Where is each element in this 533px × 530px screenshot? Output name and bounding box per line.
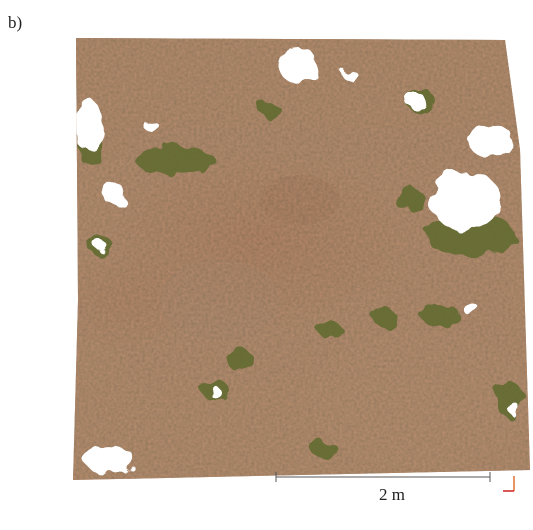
axis-icon	[503, 476, 514, 491]
scale-bar: 2 m	[276, 472, 490, 504]
figure: b)	[0, 0, 533, 530]
page: b)	[0, 0, 533, 530]
panel-label: b)	[8, 13, 22, 32]
point-cloud-image	[60, 30, 533, 490]
scale-label: 2 m	[379, 485, 405, 504]
